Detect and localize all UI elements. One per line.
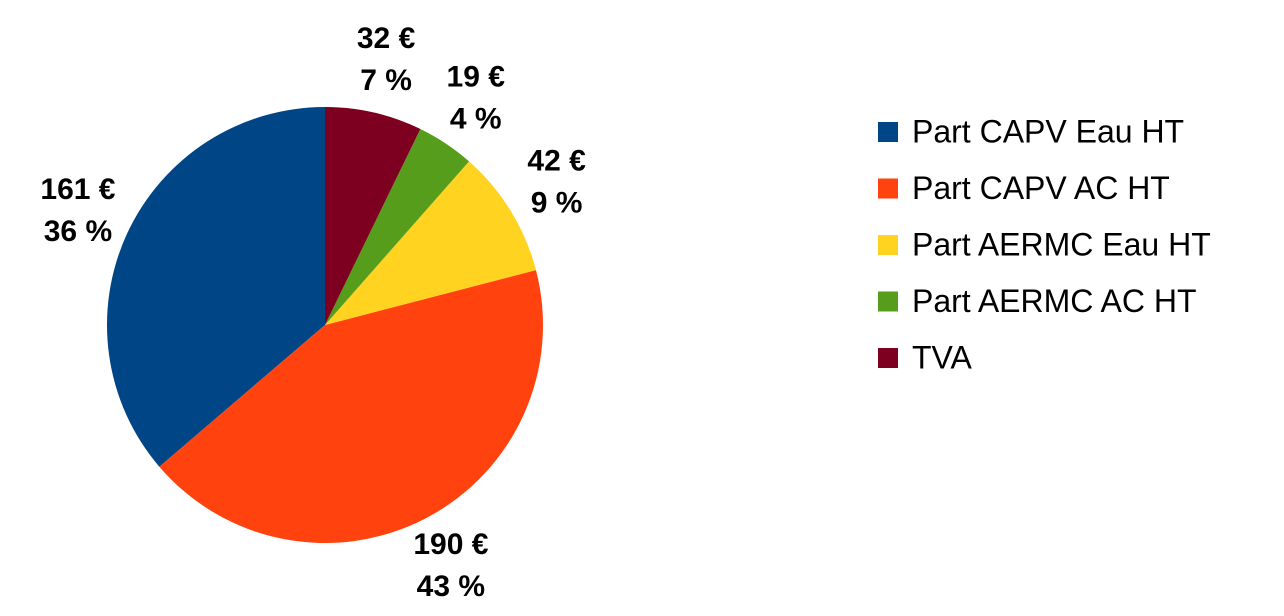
percent-label: 43 % <box>417 570 485 603</box>
value-label: 19 € <box>447 60 506 93</box>
value-label: 190 € <box>413 528 488 561</box>
pie-slice <box>325 107 421 325</box>
percent-label: 36 % <box>44 215 112 248</box>
legend-swatch <box>878 235 898 255</box>
legend-label: Part AERMC AC HT <box>912 283 1197 319</box>
legend-swatch <box>878 291 898 312</box>
value-label: 161 € <box>40 173 115 206</box>
pie-slice <box>325 128 470 325</box>
pie-slice <box>159 270 543 543</box>
value-label: 32 € <box>357 22 416 55</box>
legend-label: Part CAPV Eau HT <box>912 113 1184 149</box>
value-label: 42 € <box>527 144 586 177</box>
legend-label: TVA <box>912 339 973 375</box>
legend-label: Part AERMC Eau HT <box>912 226 1211 262</box>
legend-swatch <box>878 178 898 199</box>
percent-label: 7 % <box>360 64 412 97</box>
legend-swatch <box>878 122 898 142</box>
pie-slice <box>325 161 536 325</box>
percent-label: 9 % <box>531 186 583 219</box>
legend-swatch <box>878 348 898 368</box>
legend-label: Part CAPV AC HT <box>912 170 1170 206</box>
percent-label: 4 % <box>450 102 502 135</box>
pie-slice <box>106 107 325 467</box>
